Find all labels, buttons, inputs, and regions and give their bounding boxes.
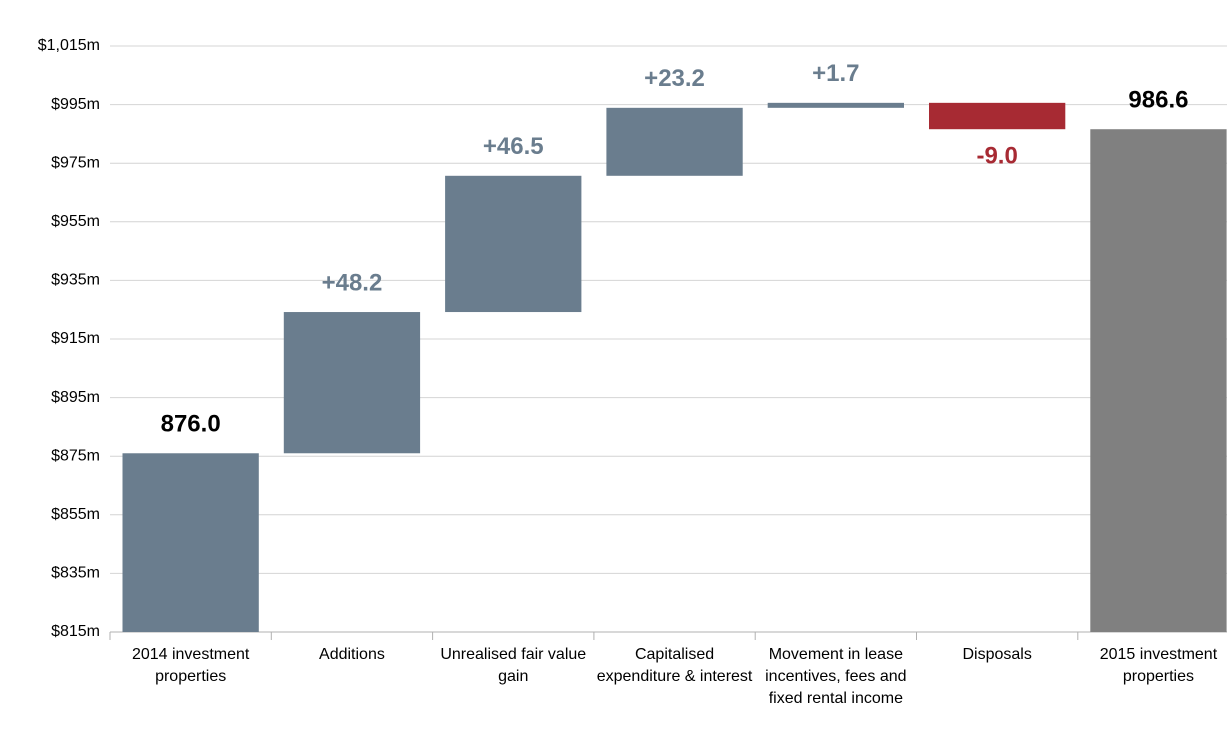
y-tick-label: $895m xyxy=(51,389,100,406)
x-tick-label: Unrealised fair value gain xyxy=(440,646,587,685)
value-label: +23.2 xyxy=(644,65,705,92)
value-label: +48.2 xyxy=(322,269,383,296)
bar xyxy=(767,102,904,108)
bar xyxy=(283,312,421,454)
bar xyxy=(606,107,743,176)
value-label: +46.5 xyxy=(483,133,544,160)
x-tick-label: Capitalised expenditure & interest xyxy=(596,646,753,685)
bar xyxy=(929,102,1066,130)
x-tick-label: Additions xyxy=(319,646,385,663)
value-label: 986.6 xyxy=(1128,87,1188,114)
value-label: +1.7 xyxy=(812,60,859,87)
y-tick-label: $835m xyxy=(51,565,100,582)
y-tick-label: $915m xyxy=(51,330,100,347)
y-tick-label: $995m xyxy=(51,96,100,113)
x-tick-label: Movement in lease incentives, fees and f… xyxy=(765,646,907,707)
y-tick-label: $1,015m xyxy=(38,37,100,54)
y-tick-label: $815m xyxy=(51,623,100,640)
x-tick-label: 2015 investment properties xyxy=(1099,646,1218,685)
y-tick-label: $875m xyxy=(51,447,100,464)
y-tick-label: $935m xyxy=(51,272,100,289)
value-label: -9.0 xyxy=(976,143,1017,170)
y-tick-label: $955m xyxy=(51,213,100,230)
value-label: 876.0 xyxy=(161,411,221,438)
y-tick-label: $975m xyxy=(51,154,100,171)
y-tick-label: $855m xyxy=(51,506,100,523)
bar xyxy=(445,175,582,313)
x-tick-label: 2014 investment properties xyxy=(131,646,250,685)
bar xyxy=(1090,129,1227,632)
bar xyxy=(122,453,259,632)
x-tick-label: Disposals xyxy=(962,646,1032,663)
